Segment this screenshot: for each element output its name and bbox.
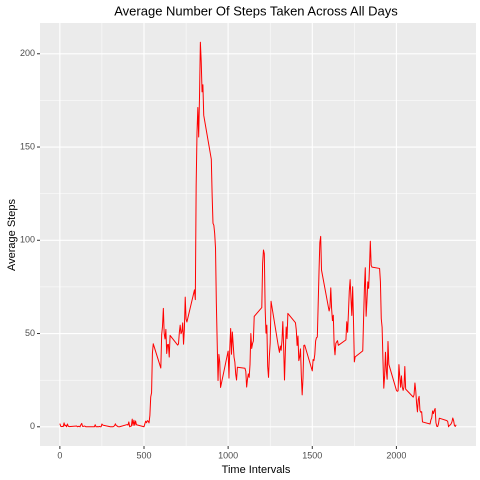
chart-title: Average Number Of Steps Taken Across All… (114, 3, 398, 18)
x-tick-label: 500 (136, 450, 151, 460)
data-line (59, 41, 457, 428)
y-tick-label: 200 (20, 48, 35, 58)
y-axis-label: Average Steps (6, 199, 18, 271)
y-tick-label: 150 (20, 141, 35, 151)
plot-panel (40, 23, 476, 446)
x-tick-label: 1500 (302, 450, 322, 460)
x-tick-label: 1000 (218, 450, 238, 460)
y-tick-label: 50 (25, 328, 35, 338)
y-tick-label: 0 (30, 421, 35, 431)
x-axis-label: Time Intervals (222, 464, 291, 476)
x-tick-label: 2000 (386, 450, 406, 460)
x-tick-label: 0 (57, 450, 62, 460)
y-tick-label: 100 (20, 235, 35, 245)
